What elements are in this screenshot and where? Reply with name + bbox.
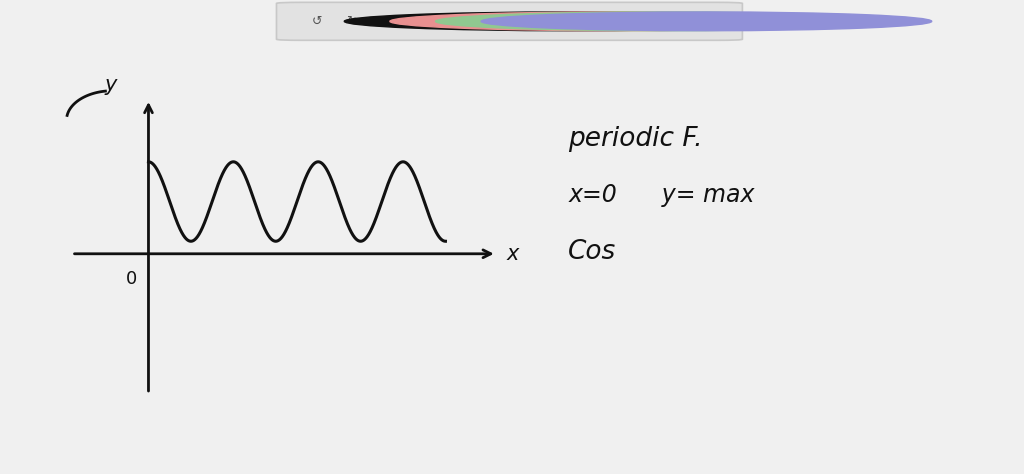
- Text: ↗: ↗: [379, 15, 389, 28]
- Text: x=0      y= max: x=0 y= max: [568, 183, 755, 207]
- Text: y: y: [104, 75, 117, 95]
- Text: ◇: ◇: [413, 15, 422, 28]
- Text: ▣: ▣: [545, 15, 557, 28]
- FancyBboxPatch shape: [276, 2, 742, 40]
- Text: ↺: ↺: [312, 15, 323, 28]
- Circle shape: [344, 12, 795, 31]
- Text: ✂: ✂: [445, 15, 456, 28]
- Circle shape: [435, 12, 886, 31]
- Text: periodic F.: periodic F.: [568, 126, 702, 152]
- Circle shape: [390, 12, 841, 31]
- Text: A: A: [513, 15, 522, 28]
- Text: Cos: Cos: [568, 239, 616, 264]
- Text: x: x: [507, 244, 519, 264]
- Text: /: /: [482, 15, 486, 28]
- Text: 0: 0: [126, 270, 136, 288]
- Text: ↻: ↻: [345, 15, 356, 28]
- Circle shape: [481, 12, 932, 31]
